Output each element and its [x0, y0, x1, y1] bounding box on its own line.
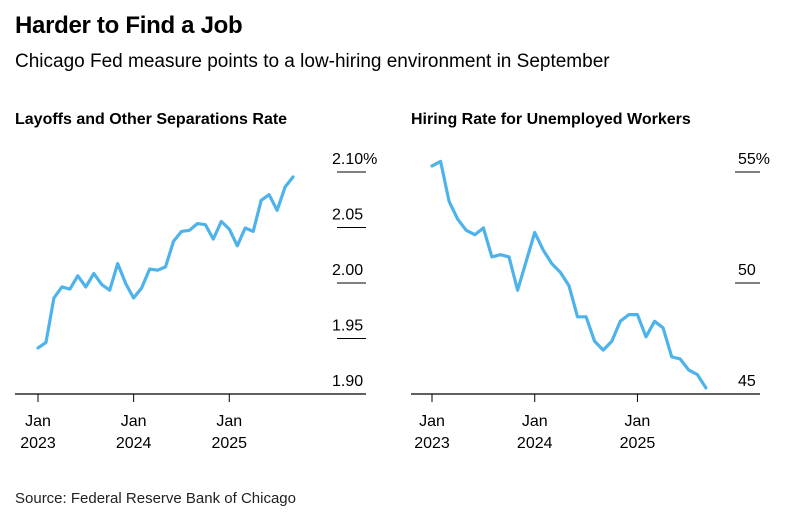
data-point [276, 209, 279, 212]
data-point [645, 335, 648, 338]
data-point [593, 340, 596, 343]
data-point [542, 249, 545, 252]
data-point [196, 222, 199, 225]
data-point [84, 285, 87, 288]
chart-title: Harder to Find a Job [15, 12, 243, 39]
data-point [439, 160, 442, 163]
x-tick-label-year: 2023 [414, 435, 450, 452]
data-point [76, 274, 79, 277]
data-point [516, 289, 519, 292]
x-tick-label-month: Jan [522, 413, 548, 430]
x-tick-label-month: Jan [121, 413, 147, 430]
data-point [490, 255, 493, 258]
y-tick-label: 1.90 [332, 373, 363, 390]
data-point [585, 315, 588, 318]
data-point [687, 369, 690, 372]
left-panel-title: Layoffs and Other Separations Rate [15, 111, 288, 128]
hiring-chart: 55% 50 45 Jan 2023 Jan 2024 Jan 2025 [411, 151, 770, 452]
data-point [533, 231, 536, 234]
layoffs-chart: 2.10% 2.05 2.00 1.95 1.90 Jan 2023 Jan 2024 Jan 20… [15, 151, 377, 452]
chart-subtitle: Chicago Fed measure points to a low-hiri… [15, 51, 610, 72]
data-point [37, 346, 40, 349]
data-point [252, 230, 255, 233]
data-point [567, 284, 570, 287]
data-point [228, 228, 231, 231]
x-tick-label-year: 2024 [116, 435, 152, 452]
data-point [212, 238, 215, 241]
data-point [550, 262, 553, 265]
data-point [164, 265, 167, 268]
data-point [220, 220, 223, 223]
x-tick-label-month: Jan [25, 413, 51, 430]
data-point [670, 355, 673, 358]
right-panel-title: Hiring Rate for Unemployed Workers [411, 111, 691, 128]
series-line [430, 159, 708, 390]
x-tick-label-year: 2025 [211, 435, 247, 452]
data-point [156, 269, 159, 272]
data-point [260, 199, 263, 202]
y-tick-label: 45 [738, 373, 756, 390]
x-tick-label-month: Jan [419, 413, 445, 430]
data-point [619, 320, 622, 323]
data-point [482, 227, 485, 230]
data-point [627, 313, 630, 316]
data-point [172, 240, 175, 243]
data-point [236, 244, 239, 247]
data-point [140, 286, 143, 289]
data-point [704, 386, 707, 389]
y-tick-label: 50 [738, 262, 756, 279]
data-point [132, 296, 135, 299]
series-line [36, 175, 295, 350]
data-point [499, 253, 502, 256]
data-point [679, 358, 682, 361]
y-tick-label: 1.95 [332, 318, 363, 335]
data-point [124, 282, 127, 285]
data-point [148, 268, 151, 271]
x-tick-label-month: Jan [625, 413, 651, 430]
data-point [559, 271, 562, 274]
data-point [44, 341, 47, 344]
data-point [456, 218, 459, 221]
data-point [525, 260, 528, 263]
data-point [653, 320, 656, 323]
data-point [696, 373, 699, 376]
y-tick-label: 2.10% [332, 151, 377, 168]
data-point [244, 227, 247, 230]
x-tick-label-year: 2024 [517, 435, 553, 452]
data-point [180, 230, 183, 233]
data-point [610, 340, 613, 343]
data-point [204, 223, 207, 226]
data-point [636, 313, 639, 316]
data-point [68, 288, 71, 291]
data-point [602, 349, 605, 352]
data-point [284, 185, 287, 188]
y-tick-label: 2.05 [332, 207, 363, 224]
source-note: Source: Federal Reserve Bank of Chicago [15, 490, 296, 507]
data-point [465, 229, 468, 232]
data-point [508, 255, 511, 258]
x-tick-label-year: 2025 [620, 435, 656, 452]
data-point [108, 289, 111, 292]
data-point [292, 175, 295, 178]
data-point [576, 315, 579, 318]
x-tick-label-year: 2023 [20, 435, 56, 452]
data-point [188, 229, 191, 232]
data-point [92, 272, 95, 275]
y-tick-label: 55% [738, 151, 770, 168]
data-point [431, 164, 434, 167]
data-point [448, 200, 451, 203]
data-point [473, 233, 476, 236]
y-tick-label: 2.00 [332, 262, 363, 279]
x-tick-label-month: Jan [216, 413, 242, 430]
data-point [60, 285, 63, 288]
data-point [52, 296, 55, 299]
data-point [100, 283, 103, 286]
data-point [268, 193, 271, 196]
data-point [116, 262, 119, 265]
data-point [662, 326, 665, 329]
